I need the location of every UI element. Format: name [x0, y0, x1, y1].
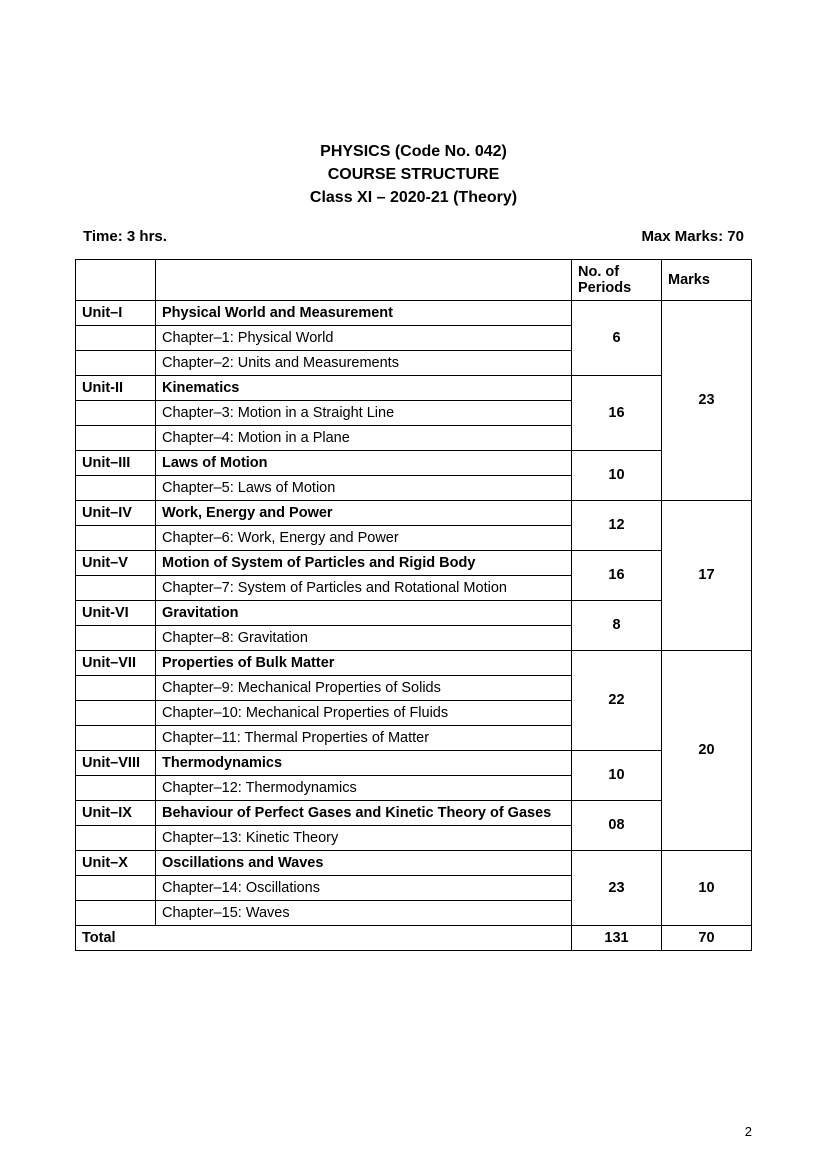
page-number: 2 — [745, 1124, 752, 1139]
unit-label-empty — [76, 425, 156, 450]
unit-label-empty — [76, 325, 156, 350]
col-header-topic — [156, 259, 572, 300]
chapter-title: Chapter–10: Mechanical Properties of Flu… — [156, 700, 572, 725]
table-row: Unit–VIIProperties of Bulk Matter2220 — [76, 650, 752, 675]
unit-periods: 10 — [572, 750, 662, 800]
group-marks: 20 — [662, 650, 752, 850]
unit-title: Kinematics — [156, 375, 572, 400]
chapter-title: Chapter–14: Oscillations — [156, 875, 572, 900]
table-row: Unit–IPhysical World and Measurement623 — [76, 300, 752, 325]
unit-label: Unit-II — [76, 375, 156, 400]
table-row: Unit–IVWork, Energy and Power1217 — [76, 500, 752, 525]
table-row: Unit–IXBehaviour of Perfect Gases and Ki… — [76, 800, 752, 825]
unit-label-empty — [76, 475, 156, 500]
unit-label-empty — [76, 350, 156, 375]
chapter-title: Chapter–13: Kinetic Theory — [156, 825, 572, 850]
unit-periods: 12 — [572, 500, 662, 550]
group-marks: 10 — [662, 850, 752, 925]
table-row: Unit–IIILaws of Motion10 — [76, 450, 752, 475]
unit-label-empty — [76, 400, 156, 425]
unit-title: Work, Energy and Power — [156, 500, 572, 525]
unit-title: Oscillations and Waves — [156, 850, 572, 875]
chapter-title: Chapter–2: Units and Measurements — [156, 350, 572, 375]
unit-periods: 22 — [572, 650, 662, 750]
col-header-periods: No. of Periods — [572, 259, 662, 300]
total-row: Total13170 — [76, 925, 752, 950]
chapter-title: Chapter–12: Thermodynamics — [156, 775, 572, 800]
unit-title: Gravitation — [156, 600, 572, 625]
unit-label-empty — [76, 825, 156, 850]
chapter-title: Chapter–5: Laws of Motion — [156, 475, 572, 500]
unit-label-empty — [76, 875, 156, 900]
unit-label-empty — [76, 575, 156, 600]
unit-title: Laws of Motion — [156, 450, 572, 475]
total-label: Total — [76, 925, 572, 950]
table-row: Unit–XOscillations and Waves2310 — [76, 850, 752, 875]
unit-label: Unit–V — [76, 550, 156, 575]
unit-periods: 6 — [572, 300, 662, 375]
unit-label: Unit–VIII — [76, 750, 156, 775]
unit-periods: 8 — [572, 600, 662, 650]
chapter-title: Chapter–3: Motion in a Straight Line — [156, 400, 572, 425]
unit-periods: 10 — [572, 450, 662, 500]
course-structure-table: No. of Periods Marks Unit–IPhysical Worl… — [75, 259, 752, 951]
chapter-title: Chapter–7: System of Particles and Rotat… — [156, 575, 572, 600]
chapter-title: Chapter–9: Mechanical Properties of Soli… — [156, 675, 572, 700]
unit-label-empty — [76, 775, 156, 800]
table-row: Unit-VIGravitation8 — [76, 600, 752, 625]
chapter-title: Chapter–15: Waves — [156, 900, 572, 925]
table-row: Unit-IIKinematics16 — [76, 375, 752, 400]
group-marks: 17 — [662, 500, 752, 650]
max-marks-label: Max Marks: 70 — [641, 228, 744, 245]
chapter-title: Chapter–1: Physical World — [156, 325, 572, 350]
table-row: Unit–VIIIThermodynamics10 — [76, 750, 752, 775]
chapter-title: Chapter–8: Gravitation — [156, 625, 572, 650]
unit-periods: 23 — [572, 850, 662, 925]
document-header: PHYSICS (Code No. 042) COURSE STRUCTURE … — [75, 140, 752, 210]
unit-title: Motion of System of Particles and Rigid … — [156, 550, 572, 575]
unit-label-empty — [76, 700, 156, 725]
group-marks: 23 — [662, 300, 752, 500]
header-line-2: COURSE STRUCTURE — [75, 163, 752, 186]
total-periods: 131 — [572, 925, 662, 950]
chapter-title: Chapter–4: Motion in a Plane — [156, 425, 572, 450]
unit-label-empty — [76, 625, 156, 650]
unit-title: Physical World and Measurement — [156, 300, 572, 325]
unit-periods: 16 — [572, 375, 662, 450]
unit-title: Thermodynamics — [156, 750, 572, 775]
unit-label-empty — [76, 675, 156, 700]
unit-label: Unit–X — [76, 850, 156, 875]
total-marks: 70 — [662, 925, 752, 950]
unit-label: Unit-VI — [76, 600, 156, 625]
unit-label-empty — [76, 900, 156, 925]
chapter-title: Chapter–11: Thermal Properties of Matter — [156, 725, 572, 750]
unit-label: Unit–I — [76, 300, 156, 325]
col-header-unit — [76, 259, 156, 300]
time-label: Time: 3 hrs. — [83, 228, 167, 245]
unit-title: Properties of Bulk Matter — [156, 650, 572, 675]
meta-row: Time: 3 hrs. Max Marks: 70 — [75, 228, 752, 245]
table-header-row: No. of Periods Marks — [76, 259, 752, 300]
unit-label-empty — [76, 725, 156, 750]
header-line-1: PHYSICS (Code No. 042) — [75, 140, 752, 163]
unit-periods: 08 — [572, 800, 662, 850]
table-row: Unit–VMotion of System of Particles and … — [76, 550, 752, 575]
header-line-3: Class XI – 2020-21 (Theory) — [75, 186, 752, 209]
chapter-title: Chapter–6: Work, Energy and Power — [156, 525, 572, 550]
col-header-marks: Marks — [662, 259, 752, 300]
unit-label-empty — [76, 525, 156, 550]
unit-label: Unit–IV — [76, 500, 156, 525]
unit-label: Unit–VII — [76, 650, 156, 675]
unit-periods: 16 — [572, 550, 662, 600]
unit-label: Unit–III — [76, 450, 156, 475]
unit-title: Behaviour of Perfect Gases and Kinetic T… — [156, 800, 572, 825]
unit-label: Unit–IX — [76, 800, 156, 825]
